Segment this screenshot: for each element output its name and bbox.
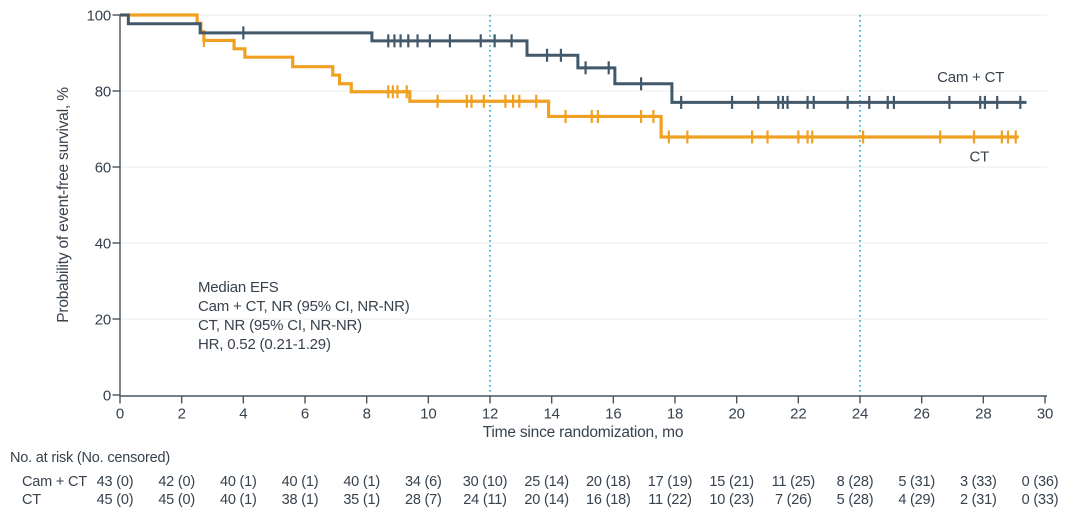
x-tick-label: 30 bbox=[1037, 406, 1053, 423]
y-tick-label: 40 bbox=[95, 236, 111, 253]
annotation-line: HR, 0.52 (0.21-1.29) bbox=[198, 336, 331, 353]
x-axis-title: Time since randomization, mo bbox=[483, 424, 684, 441]
y-tick-label: 100 bbox=[87, 8, 111, 25]
risk-cell: 4 (29) bbox=[898, 492, 935, 508]
series-cam-ct: Cam + CT bbox=[120, 13, 1027, 109]
risk-cell: 10 (23) bbox=[709, 492, 754, 508]
risk-cell: 5 (31) bbox=[898, 474, 935, 490]
risk-cell: 0 (36) bbox=[1022, 474, 1059, 490]
x-tick-label: 4 bbox=[239, 406, 247, 423]
risk-cell: 45 (0) bbox=[158, 492, 195, 508]
survival-curves: CT Cam + CT bbox=[120, 13, 1027, 165]
risk-cell: 40 (1) bbox=[343, 474, 380, 490]
x-tick-label: 24 bbox=[852, 406, 868, 423]
risk-cell: 17 (19) bbox=[648, 474, 693, 490]
x-tick-label: 22 bbox=[790, 406, 806, 423]
risk-cell: 0 (33) bbox=[1022, 492, 1059, 508]
annotation-line: Cam + CT, NR (95% CI, NR-NR) bbox=[198, 298, 410, 315]
risk-cell: 28 (7) bbox=[405, 492, 442, 508]
risk-cell: 8 (28) bbox=[837, 474, 874, 490]
risk-cell: 7 (26) bbox=[775, 492, 812, 508]
series-label: Cam + CT bbox=[937, 69, 1004, 86]
risk-table-rows: Cam + CT 43 (0) 42 (0) 40 (1) 40 (1) 40 (1) 34… bbox=[22, 474, 1059, 508]
annotation-line: Median EFS bbox=[198, 279, 279, 296]
median-efs-annotation: Median EFS Cam + CT, NR (95% CI, NR-NR) … bbox=[198, 279, 410, 353]
x-tick-label: 10 bbox=[420, 406, 436, 423]
risk-cell: 40 (1) bbox=[220, 492, 257, 508]
y-tick-label: 60 bbox=[95, 160, 111, 177]
risk-cell: 2 (31) bbox=[960, 492, 997, 508]
survival-curve bbox=[120, 13, 1027, 104]
risk-row-label: CT bbox=[22, 492, 41, 508]
series-label: CT bbox=[969, 148, 989, 165]
risk-cell: 25 (14) bbox=[524, 474, 569, 490]
risk-cell: 45 (0) bbox=[97, 492, 134, 508]
gridlines bbox=[120, 14, 1047, 320]
risk-cell: 20 (14) bbox=[524, 492, 569, 508]
y-tick-label: 80 bbox=[95, 84, 111, 101]
reference-lines bbox=[489, 15, 861, 396]
x-tick-label: 20 bbox=[729, 406, 745, 423]
risk-cell: 43 (0) bbox=[97, 474, 134, 490]
risk-cell: 3 (33) bbox=[960, 474, 997, 490]
risk-table: No. at risk (No. censored) Cam + CT 43 (0… bbox=[10, 450, 1059, 508]
x-tick-label: 26 bbox=[914, 406, 930, 423]
y-tick-label: 0 bbox=[103, 388, 111, 405]
risk-cell: 24 (11) bbox=[463, 492, 506, 508]
y-tick-label: 20 bbox=[95, 312, 111, 329]
series-ct: CT bbox=[120, 13, 1019, 165]
risk-cell: 38 (1) bbox=[282, 492, 319, 508]
risk-cell: 40 (1) bbox=[220, 474, 257, 490]
risk-cell: 42 (0) bbox=[158, 474, 195, 490]
risk-cell: 16 (18) bbox=[586, 492, 631, 508]
x-tick-label: 0 bbox=[116, 406, 124, 423]
annotation-line: CT, NR (95% CI, NR-NR) bbox=[198, 317, 362, 334]
x-tick-label: 18 bbox=[667, 406, 683, 423]
risk-cell: 20 (18) bbox=[586, 474, 631, 490]
x-tick-label: 6 bbox=[301, 406, 309, 423]
x-tick-label: 12 bbox=[482, 406, 498, 423]
risk-cell: 40 (1) bbox=[282, 474, 319, 490]
x-tick-label: 28 bbox=[975, 406, 991, 423]
risk-cell: 11 (25) bbox=[772, 474, 815, 490]
risk-cell: 34 (6) bbox=[405, 474, 442, 490]
risk-cell: 15 (21) bbox=[709, 474, 754, 490]
risk-row-label: Cam + CT bbox=[22, 474, 87, 490]
x-tick-label: 14 bbox=[544, 406, 560, 423]
risk-cell: 30 (10) bbox=[463, 474, 508, 490]
risk-cell: 11 (22) bbox=[648, 492, 691, 508]
risk-cell: 35 (1) bbox=[343, 492, 380, 508]
y-axis-title: Probability of event-free survival, % bbox=[55, 87, 72, 323]
x-tick-label: 8 bbox=[363, 406, 371, 423]
x-tick-label: 2 bbox=[178, 406, 186, 423]
x-tick-label: 16 bbox=[605, 406, 621, 423]
risk-table-header: No. at risk (No. censored) bbox=[10, 450, 170, 466]
risk-cell: 5 (28) bbox=[837, 492, 874, 508]
